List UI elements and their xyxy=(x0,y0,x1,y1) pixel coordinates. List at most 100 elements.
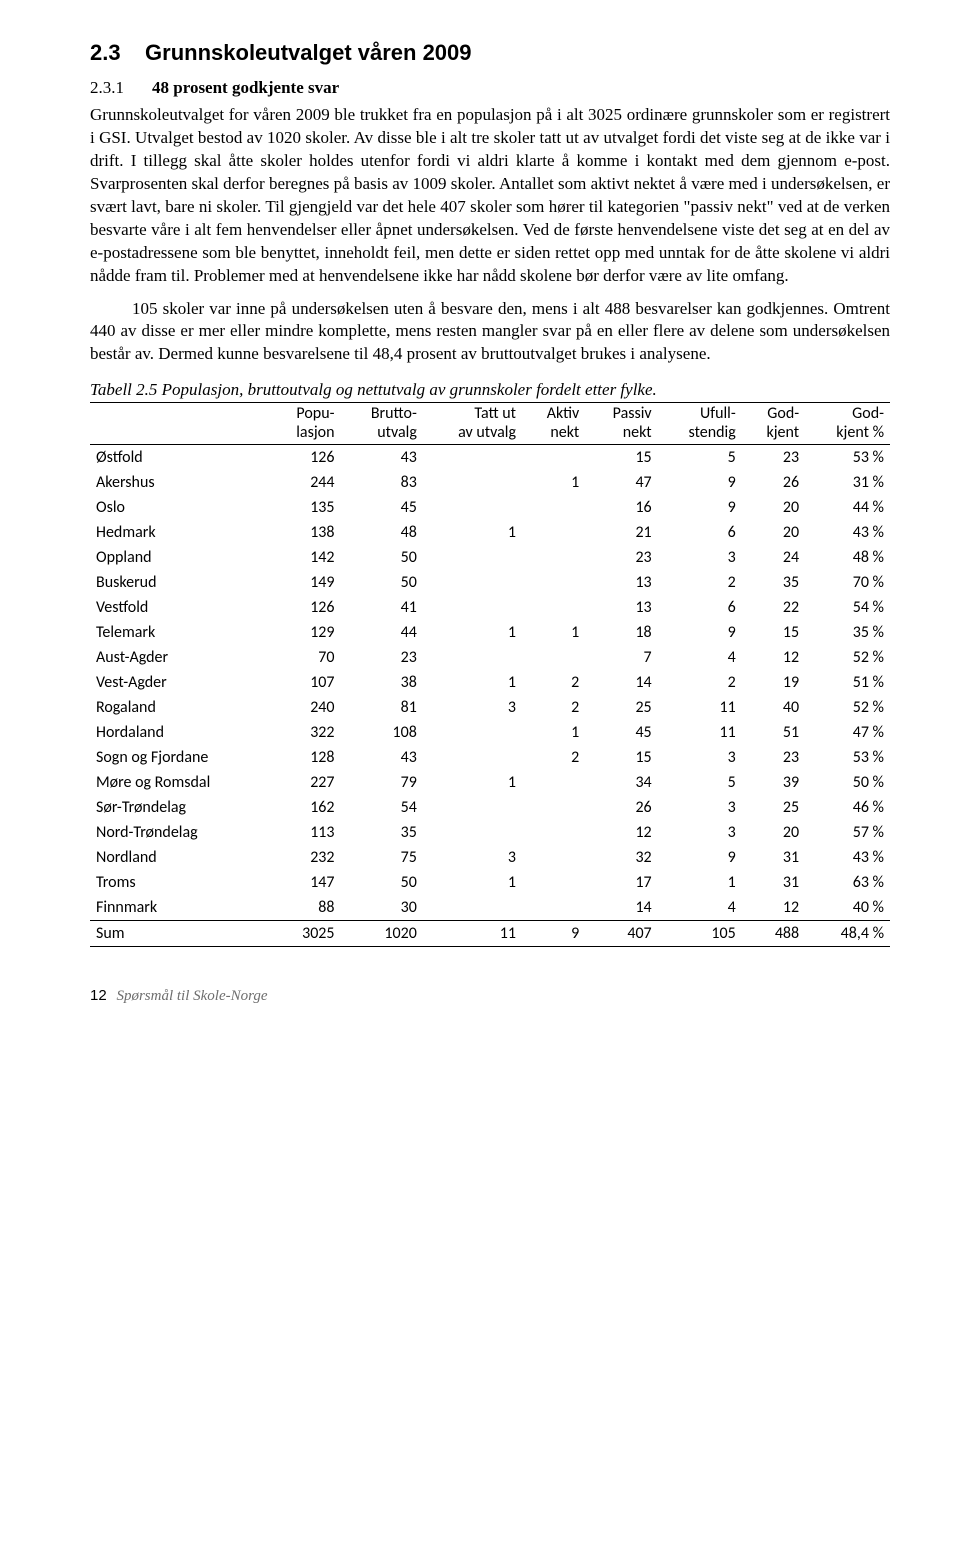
table-cell: 45 xyxy=(341,495,423,520)
table-cell: 26 xyxy=(585,795,657,820)
table-sum-row: Sum3025102011940710548848,4 % xyxy=(90,921,890,947)
table-cell: 12 xyxy=(742,645,805,670)
table-cell: 32 xyxy=(585,845,657,870)
table-cell: 4 xyxy=(658,645,742,670)
col-header: God-kjent xyxy=(742,403,805,445)
table-cell: 35 xyxy=(341,820,423,845)
table-cell: 46 % xyxy=(805,795,890,820)
table-cell: Oslo xyxy=(90,495,269,520)
paragraph-2: 105 skoler var inne på undersøkelsen ute… xyxy=(90,298,890,367)
col-header: Passivnekt xyxy=(585,403,657,445)
table-cell: 3 xyxy=(658,745,742,770)
table-cell: 24 xyxy=(742,545,805,570)
table-cell xyxy=(423,595,522,620)
table-cell: Sogn og Fjordane xyxy=(90,745,269,770)
table-cell xyxy=(423,570,522,595)
table-cell: 244 xyxy=(269,470,340,495)
table-cell: 23 xyxy=(341,645,423,670)
table-cell xyxy=(522,895,585,921)
table-cell xyxy=(423,720,522,745)
table-caption: Tabell 2.5 Populasjon, bruttoutvalg og n… xyxy=(90,380,890,400)
table-cell: Vest-Agder xyxy=(90,670,269,695)
table-cell: Vestfold xyxy=(90,595,269,620)
table-row: Sogn og Fjordane1284321532353 % xyxy=(90,745,890,770)
table-row: Finnmark88301441240 % xyxy=(90,895,890,921)
table-cell: 15 xyxy=(585,745,657,770)
table-cell: 2 xyxy=(658,570,742,595)
section-title: Grunnskoleutvalget våren 2009 xyxy=(145,40,471,65)
table-cell: 1 xyxy=(423,620,522,645)
table-cell: 105 xyxy=(658,921,742,947)
table-cell xyxy=(423,745,522,770)
table-cell: 162 xyxy=(269,795,340,820)
section-heading: 2.3 Grunnskoleutvalget våren 2009 xyxy=(90,40,890,66)
table-cell: 26 xyxy=(742,470,805,495)
table-cell: 20 xyxy=(742,495,805,520)
table-cell: 19 xyxy=(742,670,805,695)
table-cell: 15 xyxy=(742,620,805,645)
table-cell: Oppland xyxy=(90,545,269,570)
paragraph-1: Grunnskoleutvalget for våren 2009 ble tr… xyxy=(90,104,890,288)
table-cell xyxy=(522,445,585,471)
table-cell: 6 xyxy=(658,520,742,545)
table-cell: 43 xyxy=(341,745,423,770)
table-cell: 2 xyxy=(522,695,585,720)
table-cell: 41 xyxy=(341,595,423,620)
table-row: Sør-Trøndelag162542632546 % xyxy=(90,795,890,820)
table-cell: Troms xyxy=(90,870,269,895)
table-cell: 1 xyxy=(522,470,585,495)
table-cell: 51 xyxy=(742,720,805,745)
table-cell: 22 xyxy=(742,595,805,620)
table-row: Aust-Agder7023741252 % xyxy=(90,645,890,670)
table-row: Nord-Trøndelag113351232057 % xyxy=(90,820,890,845)
table-cell: 1 xyxy=(658,870,742,895)
page-number: 12 xyxy=(90,987,107,1004)
table-cell: 126 xyxy=(269,595,340,620)
table-row: Nordland2327533293143 % xyxy=(90,845,890,870)
table-cell xyxy=(423,895,522,921)
table-cell: 4 xyxy=(658,895,742,921)
table-cell: 50 xyxy=(341,870,423,895)
table-cell: Sum xyxy=(90,921,269,947)
table-body: Østfold126431552353 %Akershus24483147926… xyxy=(90,445,890,947)
table-cell: 35 xyxy=(742,570,805,595)
table-row: Telemark12944111891535 % xyxy=(90,620,890,645)
table-cell: 142 xyxy=(269,545,340,570)
table-cell: 232 xyxy=(269,845,340,870)
table-cell: 40 % xyxy=(805,895,890,921)
table-cell: 34 xyxy=(585,770,657,795)
table-cell: 83 xyxy=(341,470,423,495)
table-cell: 1 xyxy=(423,770,522,795)
table-cell: 51 % xyxy=(805,670,890,695)
table-cell: 21 xyxy=(585,520,657,545)
table-cell: 43 % xyxy=(805,520,890,545)
table-cell: 53 % xyxy=(805,445,890,471)
table-cell: 40 xyxy=(742,695,805,720)
table-cell: 17 xyxy=(585,870,657,895)
table-cell xyxy=(423,545,522,570)
table-cell: 79 xyxy=(341,770,423,795)
table-cell: 70 xyxy=(269,645,340,670)
table-cell: 1 xyxy=(522,720,585,745)
table-row: Troms1475011713163 % xyxy=(90,870,890,895)
table-row: Vestfold126411362254 % xyxy=(90,595,890,620)
table-cell: Finnmark xyxy=(90,895,269,921)
table-cell xyxy=(423,645,522,670)
table-cell: 138 xyxy=(269,520,340,545)
table-row: Akershus2448314792631 % xyxy=(90,470,890,495)
table-cell: 50 xyxy=(341,570,423,595)
table-cell: 47 xyxy=(585,470,657,495)
table-cell: 31 % xyxy=(805,470,890,495)
table-cell: 14 xyxy=(585,895,657,921)
subsection-title: 48 prosent godkjente svar xyxy=(152,78,339,98)
table-cell xyxy=(423,445,522,471)
table-cell: 227 xyxy=(269,770,340,795)
table-head: Popu-lasjonBrutto-utvalgTatt utav utvalg… xyxy=(90,403,890,445)
table-cell: 50 xyxy=(341,545,423,570)
table-cell: 52 % xyxy=(805,645,890,670)
table-row: Møre og Romsdal2277913453950 % xyxy=(90,770,890,795)
col-header: Ufull-stendig xyxy=(658,403,742,445)
table-cell: 3 xyxy=(423,695,522,720)
table-cell xyxy=(423,795,522,820)
table-cell: 48,4 % xyxy=(805,921,890,947)
